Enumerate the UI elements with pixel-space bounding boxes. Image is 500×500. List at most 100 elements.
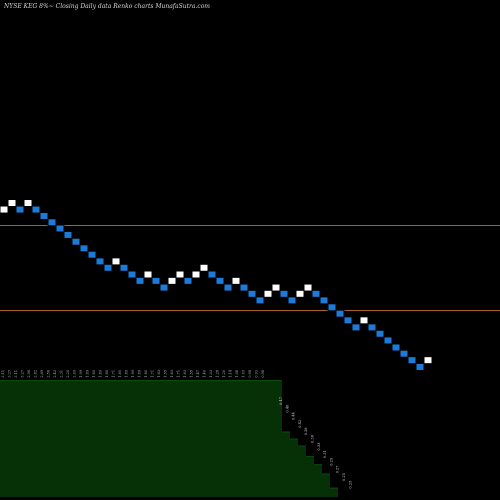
down-brick bbox=[351, 323, 361, 332]
price-tick-label: 1.03 bbox=[242, 370, 246, 378]
price-tick-label: 1.71 bbox=[112, 370, 116, 378]
price-tick-label: 1.80 bbox=[144, 370, 148, 378]
price-tick-label: 1.71 bbox=[177, 370, 181, 378]
up-brick bbox=[271, 283, 281, 292]
down-brick bbox=[399, 349, 409, 358]
down-brick bbox=[335, 309, 345, 318]
price-tick-label: 3.11 bbox=[14, 370, 18, 378]
down-brick bbox=[343, 316, 353, 325]
down-brick bbox=[135, 276, 145, 285]
price-tick-label: 1.99 bbox=[131, 370, 135, 378]
price-tick-label: 2.31 bbox=[60, 370, 64, 378]
up-brick bbox=[167, 276, 177, 285]
down-brick bbox=[415, 363, 425, 371]
price-tick-label: 1.80 bbox=[92, 370, 96, 378]
price-tick-label: 2.56 bbox=[47, 370, 51, 378]
price-labels: 3.11 3.27 3.11 3.27 2.96 2.82 2.69 2.56 2.43 2.31… bbox=[1, 370, 265, 378]
up-brick bbox=[231, 276, 241, 285]
price-tick-label: 2.20 bbox=[66, 370, 70, 378]
volume-bar bbox=[314, 464, 322, 497]
volume-bar bbox=[322, 473, 330, 497]
volume-label: 0.25 bbox=[342, 472, 346, 481]
up-brick bbox=[303, 283, 313, 292]
price-tick-label: 1.08 bbox=[235, 370, 239, 378]
price-tick-label: 1.71 bbox=[151, 370, 155, 378]
price-tick-label: 1.80 bbox=[118, 370, 122, 378]
up-brick bbox=[175, 270, 185, 279]
price-tick-label: 1.89 bbox=[86, 370, 90, 378]
price-tick-label: 1.55 bbox=[164, 370, 168, 378]
down-brick bbox=[47, 218, 57, 227]
price-tick-label: 1.99 bbox=[79, 370, 83, 378]
down-brick bbox=[183, 276, 193, 285]
down-brick bbox=[159, 283, 169, 292]
renko-bricks bbox=[0, 199, 433, 371]
price-tick-label: 1.63 bbox=[157, 370, 161, 378]
price-tick-label: 2.69 bbox=[40, 370, 44, 378]
down-brick bbox=[55, 224, 65, 233]
price-tick-label: 1.80 bbox=[105, 370, 109, 378]
down-brick bbox=[375, 329, 385, 338]
price-tick-label: 1.40 bbox=[203, 370, 207, 378]
price-tick-label: 1.33 bbox=[209, 370, 213, 378]
down-brick bbox=[207, 270, 217, 279]
volume-area bbox=[0, 380, 338, 497]
up-brick bbox=[0, 205, 9, 214]
volume-label: 0.33 bbox=[317, 442, 321, 451]
up-brick bbox=[111, 257, 121, 266]
price-tick-label: 0.93 bbox=[255, 370, 259, 378]
volume-label: 0.46 bbox=[285, 404, 289, 413]
down-brick bbox=[407, 356, 417, 365]
down-brick bbox=[367, 323, 377, 332]
price-tick-label: 2.96 bbox=[27, 370, 31, 378]
down-brick bbox=[391, 343, 401, 352]
up-brick bbox=[423, 356, 433, 365]
down-brick bbox=[151, 276, 161, 285]
volume-label: 0.42 bbox=[298, 420, 302, 428]
price-tick-label: 1.55 bbox=[190, 370, 194, 378]
up-brick bbox=[359, 316, 369, 325]
volume-label: 0.36 bbox=[311, 434, 315, 443]
down-brick bbox=[215, 276, 225, 285]
up-brick bbox=[143, 270, 153, 279]
price-tick-label: 0.98 bbox=[261, 370, 265, 378]
price-tick-label: 3.27 bbox=[21, 370, 25, 378]
down-brick bbox=[63, 230, 73, 239]
volume-bar bbox=[330, 487, 338, 497]
price-tick-label: 2.82 bbox=[34, 370, 38, 378]
down-brick bbox=[79, 244, 89, 253]
volume-label: 0.29 bbox=[329, 457, 333, 466]
volume-label: 0.38 bbox=[304, 427, 308, 436]
price-tick-label: 0.98 bbox=[248, 370, 252, 378]
price-tick-label: 1.47 bbox=[196, 370, 200, 378]
volume-label: 0.44 bbox=[292, 411, 296, 420]
volume-labels: 0.470.460.440.420.380.360.330.310.290.27… bbox=[279, 396, 352, 488]
up-brick bbox=[199, 263, 209, 272]
price-tick-label: 2.43 bbox=[53, 370, 57, 378]
down-brick bbox=[279, 289, 289, 298]
price-tick-label: 1.63 bbox=[170, 370, 174, 378]
price-tick-label: 1.14 bbox=[229, 370, 233, 378]
up-brick bbox=[295, 289, 305, 298]
price-tick-label: 1.63 bbox=[183, 370, 187, 378]
down-brick bbox=[223, 283, 233, 292]
up-brick bbox=[7, 199, 17, 207]
price-tick-label: 1.20 bbox=[222, 370, 226, 378]
volume-label: 0.23 bbox=[348, 480, 352, 489]
volume-bar bbox=[306, 456, 314, 497]
down-brick bbox=[39, 211, 49, 220]
down-brick bbox=[71, 237, 81, 246]
price-tick-label: 1.26 bbox=[216, 370, 220, 378]
price-tick-label: 3.27 bbox=[8, 370, 12, 378]
up-brick bbox=[23, 199, 33, 207]
down-brick bbox=[287, 296, 297, 305]
down-brick bbox=[383, 336, 393, 345]
down-brick bbox=[239, 283, 249, 292]
up-brick bbox=[191, 270, 201, 279]
price-tick-label: 1.89 bbox=[125, 370, 129, 378]
volume-label: 0.31 bbox=[323, 450, 327, 458]
price-tick-label: 3.11 bbox=[1, 370, 5, 378]
chart-title: NYSE KEG 8%~ Closing Daily data Renko ch… bbox=[3, 3, 210, 10]
volume-bar bbox=[0, 380, 282, 497]
